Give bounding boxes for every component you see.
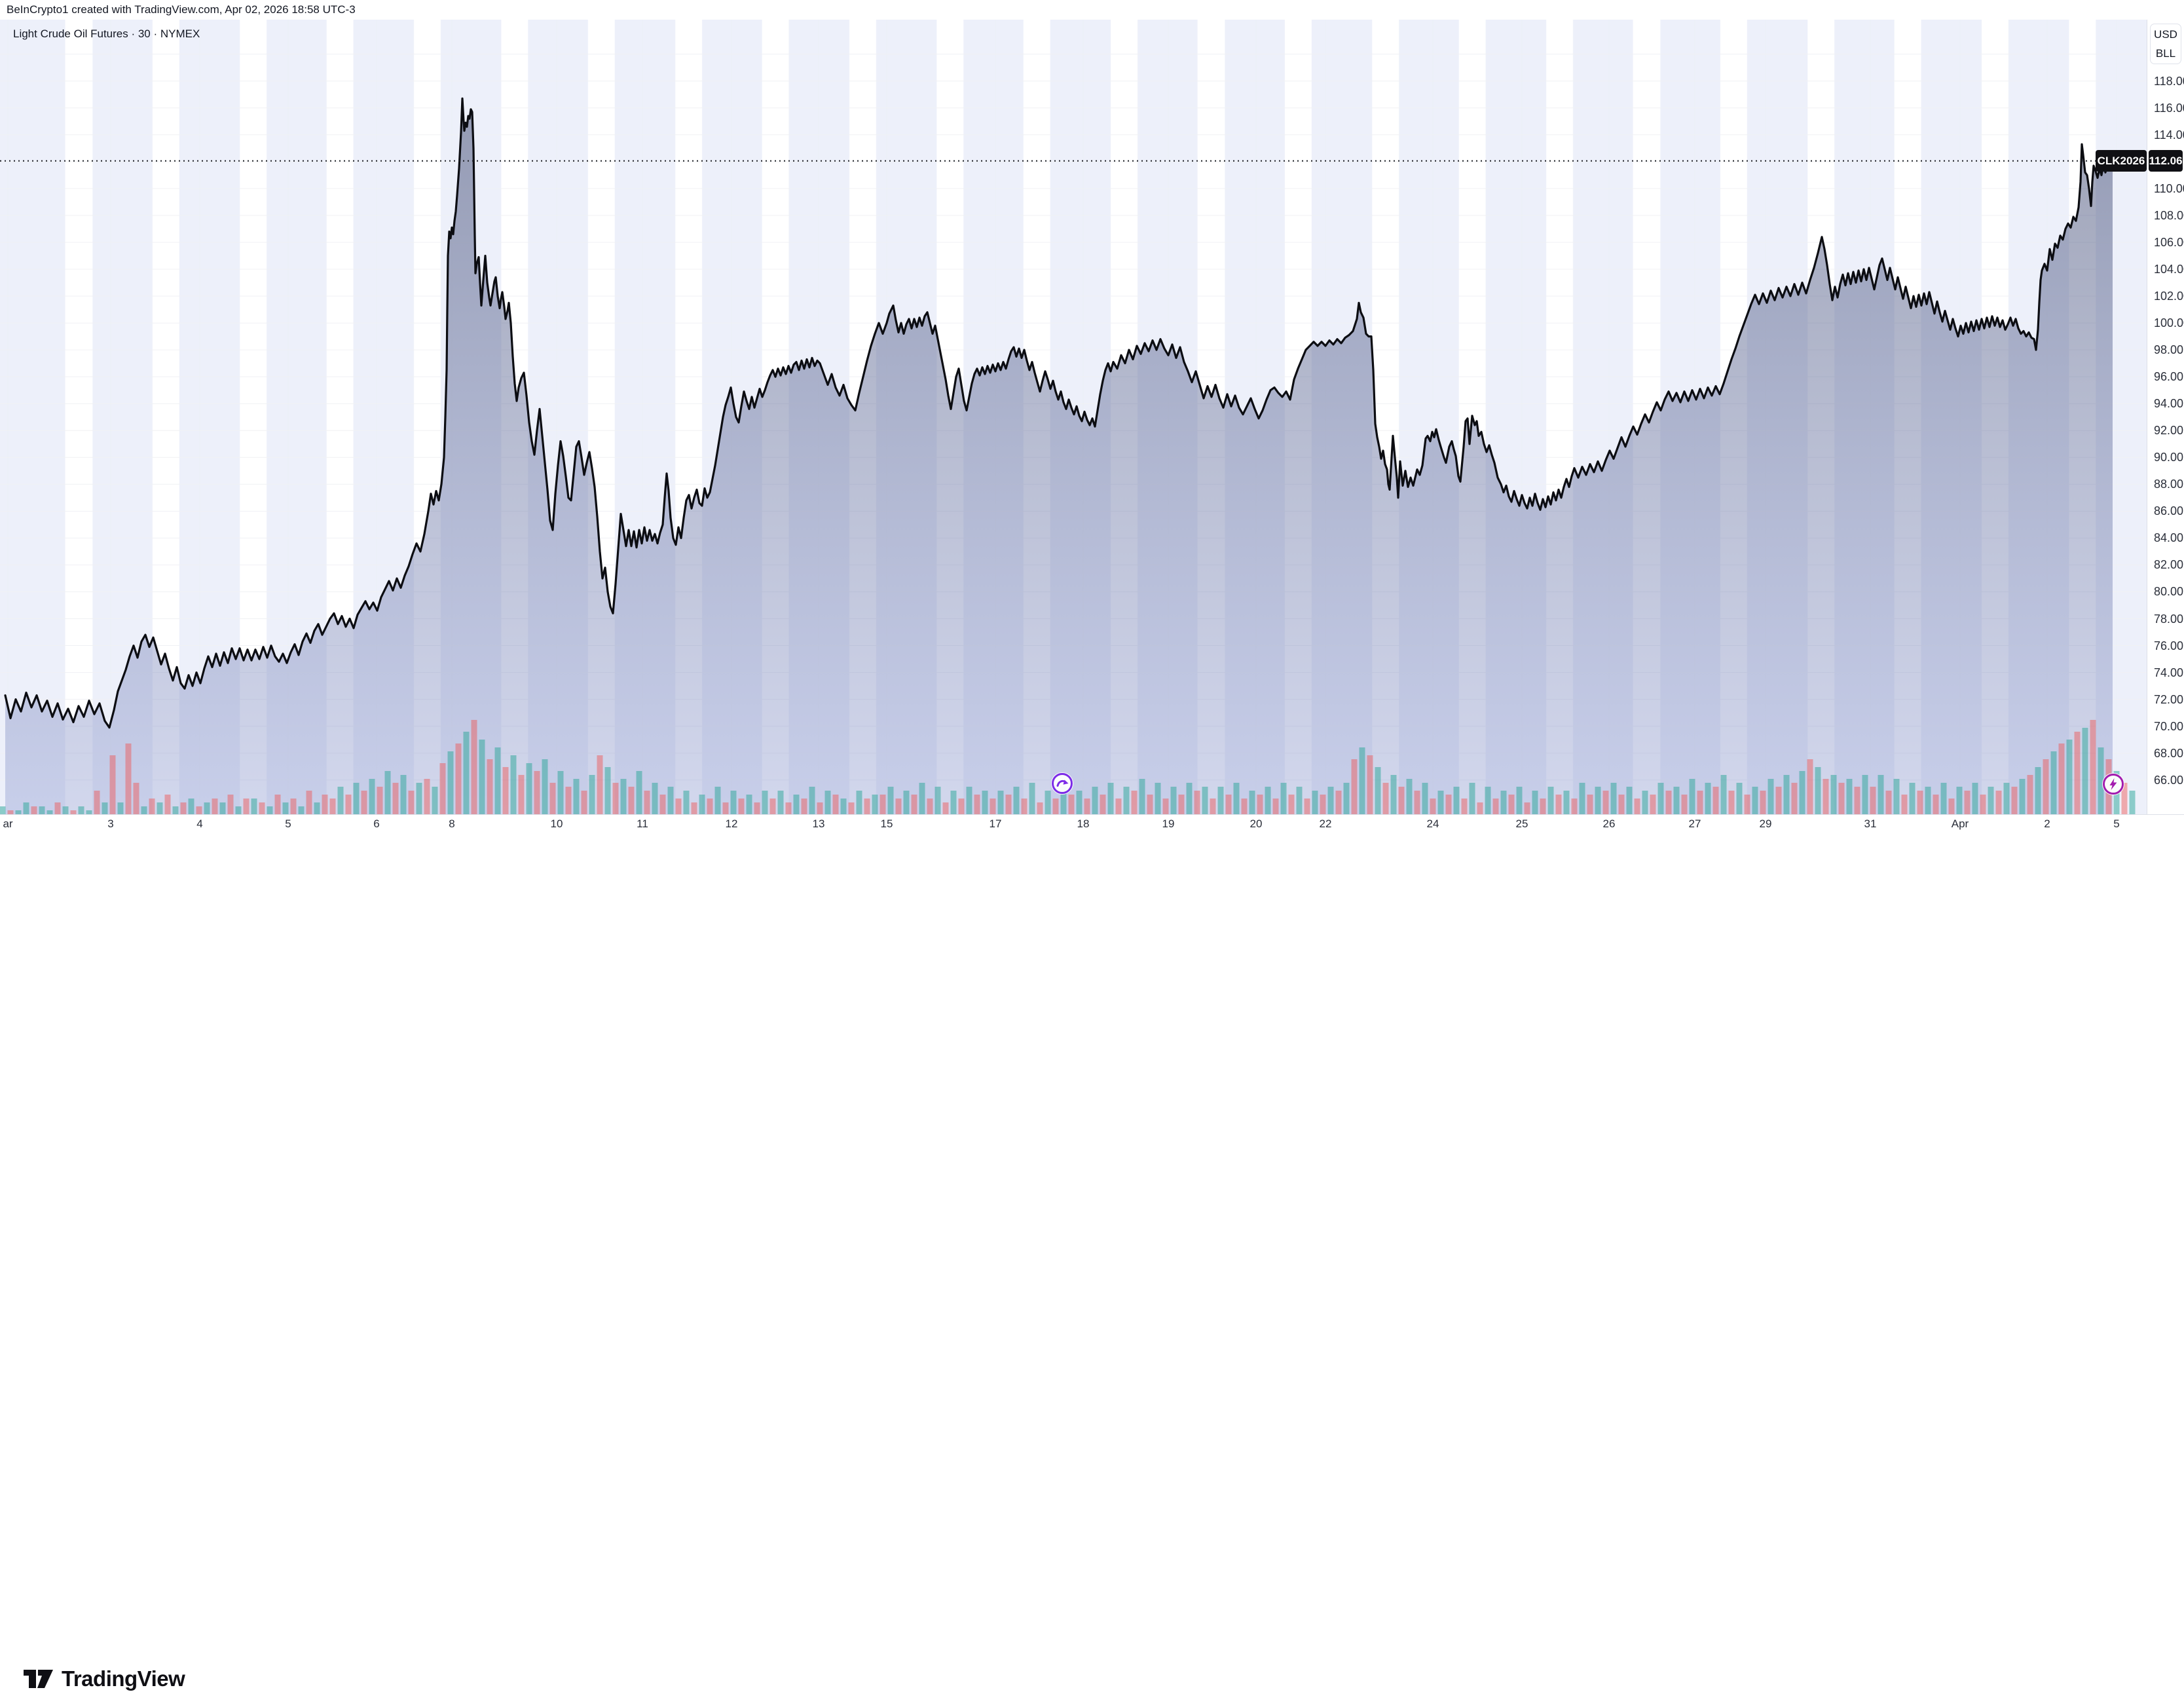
tradingview-brand-text: TradingView [62,1666,185,1691]
price-tick-label: 102.00 [2154,290,2184,303]
arrow-right-curved-icon [1052,773,1073,794]
symbol-legend: Light Crude Oil Futures · 30 · NYMEX [13,28,200,40]
tradingview-logo[interactable]: TradingView [24,1666,185,1692]
footer: TradingView [0,831,2184,1691]
tradingview-logo-icon [24,1670,53,1688]
price-tick-label: 86.00 [2154,504,2184,518]
price-tick-label: 68.00 [2154,746,2184,760]
price-tick-label: 84.00 [2154,531,2184,545]
price-line [4,97,2114,729]
time-tick-label: 29 [1759,818,1772,830]
time-tick-label: 31 [1864,818,1877,830]
unit-box[interactable]: USD BLL [2150,24,2181,64]
area-fill [5,98,2113,814]
price-tick-label: 72.00 [2154,692,2184,706]
current-price-badge: 112.06 [2149,150,2183,172]
time-tick-label: 5 [285,818,291,830]
volume-bars [0,720,2136,814]
price-tick-label: 118.00 [2154,74,2184,88]
time-tick-label: 5 [2113,818,2120,830]
time-tick-label: 25 [1515,818,1528,830]
time-tick-label: ar [3,818,13,830]
time-tick-label: 6 [373,818,380,830]
price-axis[interactable]: 118.00 116.00 114.00 110.00 108.00 106.00 104.… [2147,20,2184,814]
contract-badge-text: CLK2026 [2097,154,2145,167]
unit-currency-label: USD [2154,28,2177,41]
price-tick-label: 70.00 [2154,719,2184,733]
price-tick-label: 92.00 [2154,424,2184,438]
attribution-bar: BeInCrypto1 created with TradingView.com… [0,0,2184,20]
time-tick-label: 15 [880,818,893,830]
time-tick-label: Apr [1951,818,1969,830]
price-tick-label: 100.00 [2154,316,2184,330]
price-chart[interactable] [0,20,2147,814]
time-tick-label: 4 [196,818,203,830]
attribution-text: BeInCrypto1 created with TradingView.com… [7,3,356,16]
time-tick-label: 24 [1426,818,1439,830]
price-tick-label: 96.00 [2154,370,2184,384]
time-tick-label: 26 [1602,818,1616,830]
time-tick-label: 10 [550,818,563,830]
time-tick-label: 2 [2044,818,2050,830]
price-tick-label: 114.00 [2154,128,2184,141]
quick-alert-button[interactable] [2102,773,2124,795]
price-tick-label: 80.00 [2154,585,2184,599]
price-tick-label: 116.00 [2154,101,2184,115]
price-tick-label: 106.00 [2154,235,2184,249]
time-tick-label: 11 [637,818,648,830]
time-tick-label: 8 [449,818,455,830]
price-tick-label: 90.00 [2154,451,2184,464]
goto-realtime-button[interactable] [1051,772,1073,795]
time-tick-label: 18 [1077,818,1090,830]
time-tick-label: 22 [1319,818,1332,830]
time-tick-label: 27 [1688,818,1701,830]
time-tick-label: 3 [107,818,114,830]
time-tick-label: 12 [725,818,738,830]
price-tick-label: 104.00 [2154,262,2184,276]
price-tick-label: 108.00 [2154,208,2184,222]
time-tick-label: 19 [1162,818,1175,830]
price-tick-label: 74.00 [2154,666,2184,679]
price-tick-label: 82.00 [2154,558,2184,572]
time-tick-label: 17 [989,818,1002,830]
time-tick-label: 20 [1249,818,1263,830]
price-tick-label: 76.00 [2154,639,2184,652]
price-tick-label: 88.00 [2154,478,2184,491]
price-tick-label: 98.00 [2154,343,2184,357]
contract-badge: CLK2026 [2096,150,2147,172]
price-tick-label: 94.00 [2154,397,2184,411]
time-tick-label: 13 [812,818,825,830]
price-tick-label: 78.00 [2154,612,2184,626]
time-axis[interactable]: ar 3 4 5 6 8 10 11 12 13 15 17 18 19 20 22 24 25 26 27 29 31 A… [0,814,2184,833]
price-tick-label: 66.00 [2154,773,2184,787]
lightning-icon [2103,774,2124,795]
current-price-text: 112.06 [2149,154,2183,167]
unit-measure-label: BLL [2155,47,2176,60]
price-tick-label: 110.00 [2154,181,2184,195]
